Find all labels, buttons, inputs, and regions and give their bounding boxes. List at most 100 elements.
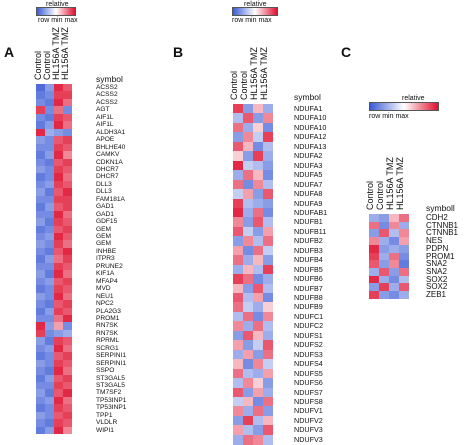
heatmap-cell — [243, 226, 254, 237]
heatmap-cell — [253, 122, 264, 133]
heatmap-cell — [253, 217, 264, 228]
heatmap-cell — [233, 198, 244, 209]
heatmap-cell — [36, 121, 46, 129]
gene-label: CDKN1A — [96, 158, 123, 166]
heatmap-cell — [243, 302, 254, 313]
heatmap-cell — [63, 329, 73, 338]
gene-label: NDUFA12 — [294, 132, 327, 142]
heatmap-cell — [253, 151, 264, 161]
gene-label: ACSS2 — [96, 98, 118, 106]
gene-label: CDH2 — [426, 213, 448, 222]
heatmap-cell — [45, 91, 55, 100]
gene-label: NPC2 — [96, 300, 114, 308]
legend-gradient — [36, 7, 76, 16]
heatmap-cell — [63, 419, 73, 427]
heatmap-cell — [233, 293, 244, 303]
heatmap-cell — [63, 113, 73, 122]
gene-label: SERPINI1 — [96, 359, 127, 367]
heatmap-cell — [243, 151, 254, 161]
heatmap-cell — [243, 113, 254, 124]
heatmap-cell — [253, 387, 264, 398]
heatmap-cell — [36, 382, 46, 390]
heatmap-cell — [263, 264, 274, 275]
heatmap-cell — [233, 122, 244, 133]
heatmap-cell — [36, 292, 46, 301]
heatmap-cell — [369, 267, 380, 276]
heatmap-cell — [45, 337, 55, 346]
heatmap-cell — [36, 404, 46, 413]
heatmap-cell — [45, 270, 55, 278]
heatmap-cell — [243, 434, 254, 445]
gene-label: DLL3 — [96, 180, 112, 188]
heatmap-cell — [233, 321, 244, 332]
heatmap-cell — [36, 151, 46, 159]
gene-label: TM7SF2 — [96, 389, 122, 397]
gene-label: NDUFB3 — [294, 245, 323, 255]
heatmap-cell — [45, 158, 55, 167]
heatmap-cell — [263, 245, 274, 256]
gene-label: ST3GAL5 — [96, 374, 125, 382]
heatmap-cell — [36, 91, 46, 100]
heatmap-cell — [253, 255, 264, 265]
gene-label: NDUFA10 — [294, 122, 327, 132]
heatmap-cell — [36, 84, 46, 92]
column-label: HL156A TMZ — [385, 157, 395, 210]
heatmap-cell — [253, 264, 264, 275]
heatmap-cell — [63, 300, 73, 308]
gene-label: SERPINI1 — [96, 352, 127, 360]
heatmap-cell — [54, 91, 64, 100]
heatmap-cell — [45, 262, 55, 271]
heatmap-cell — [243, 132, 254, 143]
heatmap-cell — [389, 221, 400, 230]
heatmap-cell — [54, 247, 64, 256]
heatmap-cell — [233, 226, 244, 237]
heatmap-cell — [54, 143, 64, 152]
heatmap-cell — [243, 245, 254, 256]
heatmap-cell — [243, 122, 254, 133]
heatmap-cell — [233, 236, 244, 247]
heatmap-cell — [54, 359, 64, 368]
gene-label: GAD1 — [96, 210, 114, 218]
heatmap-cell — [389, 252, 400, 261]
heatmap-cell — [63, 218, 73, 226]
heatmap-cell — [263, 132, 274, 143]
heatmap-cell — [233, 141, 244, 152]
gene-label: NDUFS7 — [294, 387, 323, 397]
heatmap-cell — [63, 210, 73, 219]
legend-scale-label: row min max — [38, 17, 78, 24]
gene-label: NDUFS1 — [294, 330, 323, 340]
heatmap-cell — [253, 245, 264, 256]
heatmap-cell — [63, 292, 73, 301]
heatmap-cell — [253, 179, 264, 190]
heatmap-cell — [233, 359, 244, 369]
heatmap-cell — [63, 158, 73, 167]
heatmap-grid — [233, 104, 274, 445]
legend-title: relative — [244, 1, 267, 8]
heatmap-cell — [243, 321, 254, 332]
heatmap-cell — [36, 225, 46, 234]
gene-label: SOX2 — [426, 274, 448, 284]
heatmap-cell — [243, 189, 254, 199]
gene-label: GDF15 — [96, 218, 118, 226]
heatmap-cell — [379, 244, 390, 253]
column-label: HL156A TMZ — [60, 27, 70, 80]
heatmap-cell — [233, 349, 244, 360]
heatmap-cell — [379, 221, 390, 230]
heatmap-cell — [63, 136, 73, 144]
gene-label: CTNNB1 — [426, 220, 459, 230]
heatmap-cell — [36, 165, 46, 174]
gene-label: NDUFS3 — [294, 349, 323, 359]
heatmap-cell — [243, 207, 254, 218]
gene-label: NDUFB2 — [294, 236, 323, 246]
heatmap-cell — [233, 425, 244, 436]
heatmap-cell — [233, 274, 244, 284]
heatmap-cell — [233, 368, 244, 379]
heatmap-cell — [263, 198, 274, 209]
heatmap-cell — [54, 218, 64, 226]
heatmap-cell — [36, 218, 46, 226]
heatmap-cell — [54, 419, 64, 427]
legend-title: relative — [46, 1, 69, 8]
gene-label: NDUFB6 — [294, 274, 323, 284]
heatmap-cell — [36, 322, 46, 331]
heatmap-cell — [253, 340, 264, 350]
